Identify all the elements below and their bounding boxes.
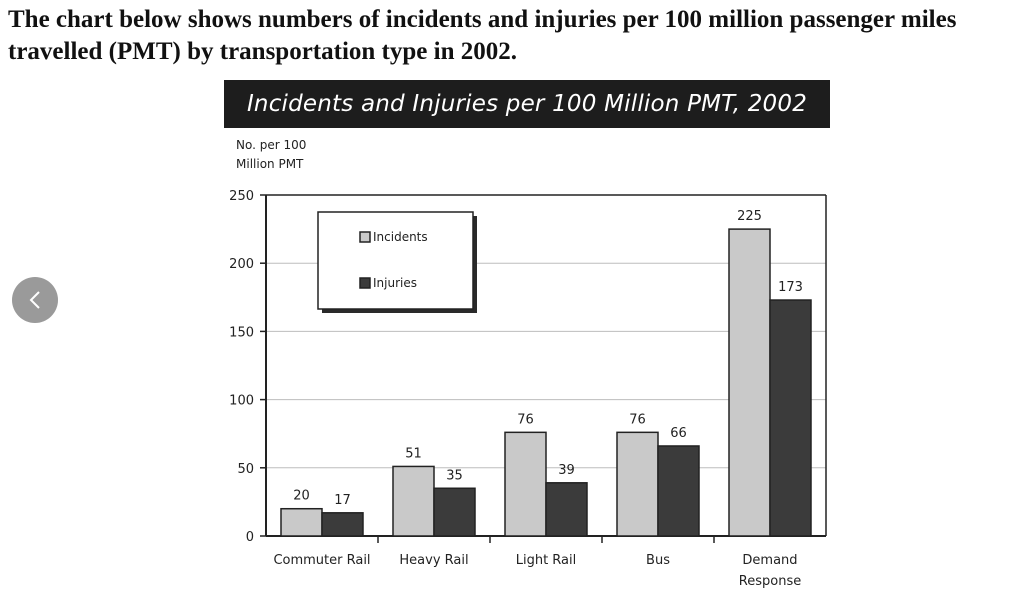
y-tick-label: 100	[229, 394, 254, 409]
legend-box	[317, 211, 474, 310]
data-label: 39	[558, 463, 575, 478]
legend-swatch-incidents	[359, 231, 371, 243]
y-tick-label: 250	[229, 189, 254, 204]
data-label: 17	[334, 493, 351, 508]
bar-injuries	[545, 482, 588, 537]
data-label: 35	[446, 468, 463, 483]
bar-incidents	[728, 228, 771, 537]
category-label: Heavy Rail	[399, 553, 468, 568]
bar-injuries	[769, 299, 812, 537]
category-label: Response	[739, 574, 801, 589]
category-label: Demand	[742, 553, 797, 568]
y-tick-label: 50	[237, 462, 254, 477]
chart-title-bar: Incidents and Injuries per 100 Million P…	[224, 80, 830, 128]
category-label: Commuter Rail	[273, 553, 370, 568]
data-label: 76	[629, 412, 646, 427]
bar-incidents	[504, 431, 547, 537]
category-label: Bus	[646, 553, 670, 568]
data-label: 51	[405, 446, 422, 461]
legend-label-incidents: Incidents	[373, 230, 428, 244]
y-axis-title: No. per 100 Million PMT	[236, 138, 307, 171]
bar-injuries	[657, 445, 700, 537]
y-tick-label: 0	[246, 530, 254, 545]
bar-chart: 0 50 100 150 200 250 20 17 Commuter Rail 51 35 Heav…	[229, 189, 827, 589]
data-label: 76	[517, 412, 534, 427]
chevron-left-icon	[29, 291, 40, 309]
bar-incidents	[280, 507, 323, 537]
legend-label-injuries: Injuries	[373, 276, 417, 290]
previous-button[interactable]	[12, 277, 58, 323]
page-heading: The chart below shows numbers of inciden…	[8, 6, 957, 65]
bar-injuries	[321, 512, 364, 537]
data-label: 225	[737, 209, 762, 224]
chart-title: Incidents and Injuries per 100 Million P…	[246, 91, 808, 117]
chart-figure: Incidents and Injuries per 100 Million P…	[220, 80, 840, 602]
data-label: 173	[778, 280, 803, 295]
bar-incidents	[392, 465, 435, 537]
category-label: Light Rail	[516, 553, 577, 568]
y-tick-label: 200	[229, 257, 254, 272]
legend-swatch-injuries	[359, 277, 371, 289]
bar-incidents	[616, 431, 659, 537]
data-label: 20	[293, 489, 310, 504]
data-label: 66	[670, 426, 687, 441]
bar-injuries	[433, 487, 476, 537]
y-tick-label: 150	[229, 325, 254, 340]
